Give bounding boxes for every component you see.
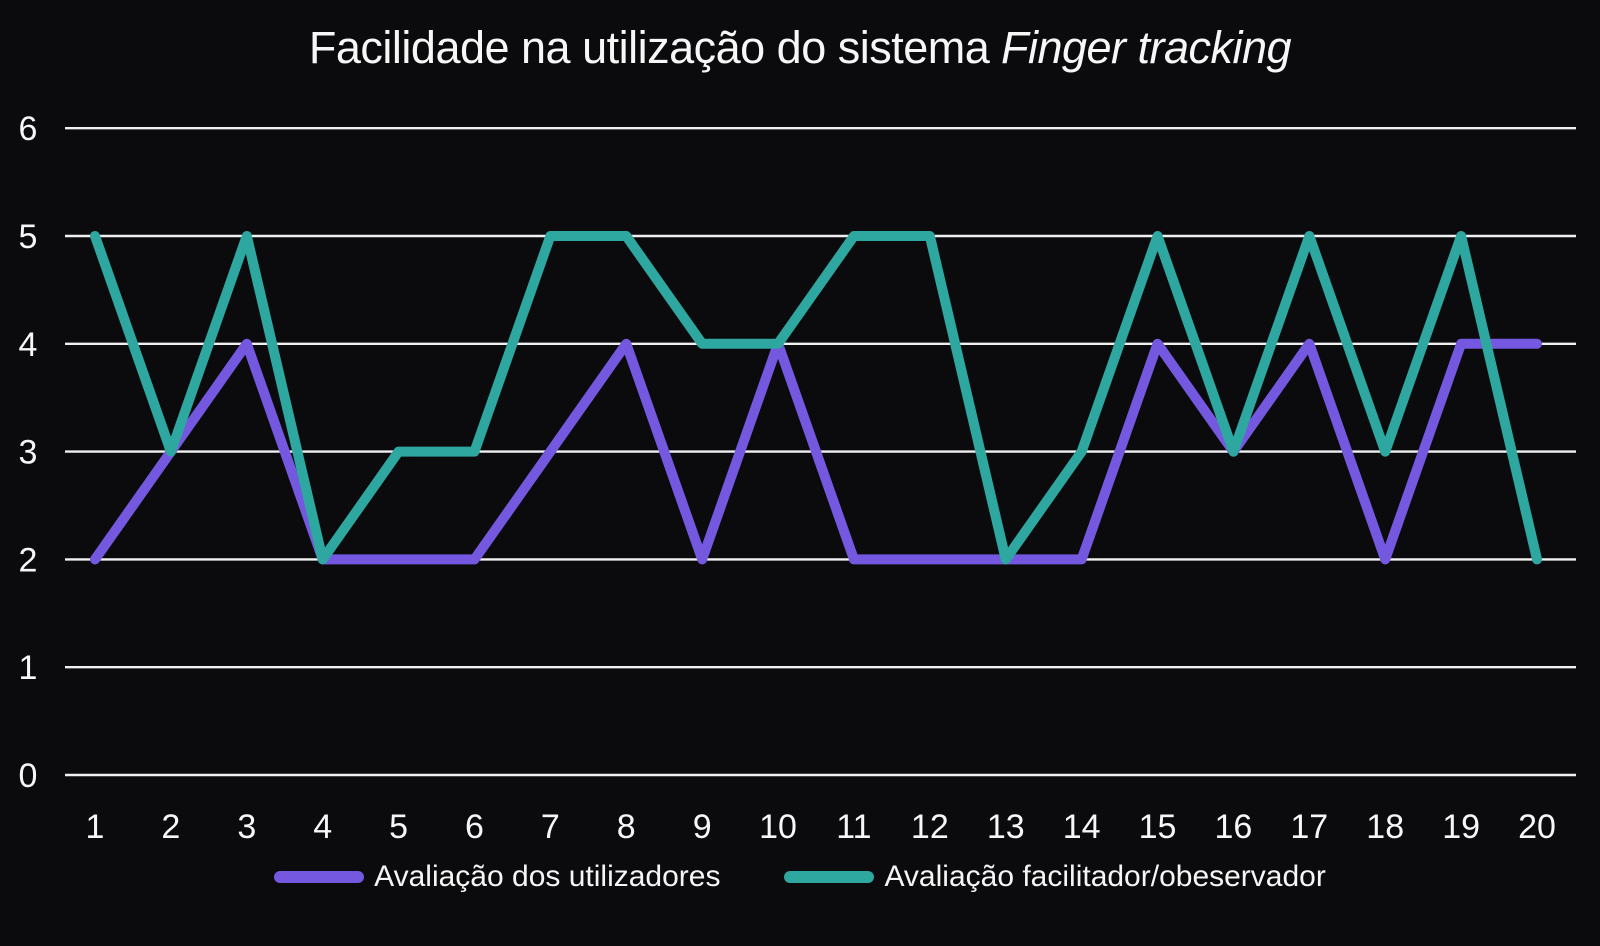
x-tick-label: 5 bbox=[389, 808, 408, 846]
x-tick-label: 7 bbox=[541, 808, 560, 846]
x-tick-label: 20 bbox=[1518, 808, 1556, 846]
series-line-2 bbox=[90, 231, 1542, 565]
x-tick-label: 6 bbox=[465, 808, 484, 846]
x-tick-label: 16 bbox=[1215, 808, 1253, 846]
x-tick-label: 4 bbox=[313, 808, 332, 846]
x-tick-label: 17 bbox=[1290, 808, 1328, 846]
x-tick-label: 14 bbox=[1063, 808, 1101, 846]
x-tick-label: 8 bbox=[617, 808, 636, 846]
chart-title-italic-text: Finger tracking bbox=[1000, 22, 1292, 73]
x-tick-label: 3 bbox=[237, 808, 256, 846]
chart-title-text: Facilidade na utilização do sistema bbox=[308, 22, 990, 73]
legend-label: Avaliação dos utilizadores bbox=[374, 860, 721, 893]
y-tick-label: 4 bbox=[19, 326, 38, 364]
x-tick-label: 13 bbox=[987, 808, 1025, 846]
x-tick-label: 2 bbox=[161, 808, 180, 846]
x-tick-label: 15 bbox=[1139, 808, 1177, 846]
y-tick-label: 3 bbox=[19, 434, 38, 472]
legend-label: Avaliação facilitador/obeservador bbox=[884, 860, 1326, 893]
legend-swatch bbox=[274, 871, 365, 883]
y-tick-label: 0 bbox=[19, 757, 38, 795]
legend-swatch bbox=[784, 871, 875, 883]
y-tick-label: 6 bbox=[19, 110, 38, 148]
legend-item-utilizadores: Avaliação dos utilizadores bbox=[274, 860, 720, 894]
x-tick-label: 9 bbox=[693, 808, 712, 846]
x-tick-label: 12 bbox=[911, 808, 949, 846]
y-tick-label: 2 bbox=[19, 541, 38, 579]
legend: Avaliação dos utilizadores Avaliação fac… bbox=[0, 860, 1600, 894]
x-tick-label: 1 bbox=[86, 808, 105, 846]
chart-title: Facilidade na utilização do sistema Finge… bbox=[0, 22, 1600, 74]
legend-item-facilitador: Avaliação facilitador/obeservador bbox=[784, 860, 1326, 894]
x-tick-label: 10 bbox=[759, 808, 797, 846]
series-line-1 bbox=[90, 338, 1542, 565]
x-tick-label: 18 bbox=[1366, 808, 1404, 846]
y-tick-label: 1 bbox=[19, 649, 38, 687]
x-tick-label: 19 bbox=[1442, 808, 1480, 846]
x-tick-label: 11 bbox=[836, 808, 871, 846]
y-tick-label: 5 bbox=[19, 218, 38, 256]
